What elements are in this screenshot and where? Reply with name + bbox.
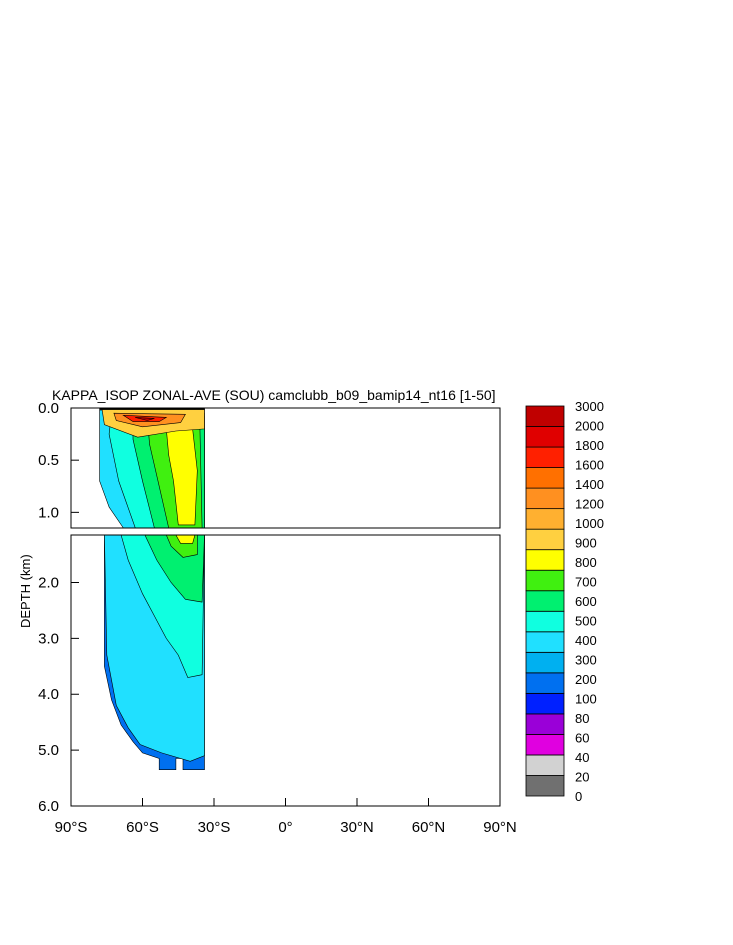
colorbar-swatch <box>525 467 565 489</box>
colorbar-label: 1400 <box>575 477 604 492</box>
colorbar-swatch <box>525 631 565 653</box>
x-tick-label: 30°N <box>340 819 374 836</box>
colorbar-swatch <box>525 651 565 674</box>
colorbar-swatch <box>525 487 565 510</box>
colorbar: 0 20 40 60 80 100 200 300 400 500 600 700 800 900 1000… <box>525 399 604 804</box>
y-tick-label: 4.0 <box>38 686 59 703</box>
lower-panel-field <box>104 535 205 771</box>
colorbar-label: 900 <box>575 536 597 551</box>
colorbar-label: 0 <box>575 789 582 804</box>
colorbar-swatch <box>525 569 565 592</box>
y-tick-label: 1.0 <box>38 504 59 521</box>
x-tick-label: 90°S <box>55 819 88 836</box>
y-tick-label: 0.0 <box>38 400 59 417</box>
y-tick-label: 6.0 <box>38 798 59 815</box>
contour-band-700-upper <box>165 428 198 526</box>
colorbar-swatch <box>525 775 565 797</box>
x-tick-label: 0° <box>278 819 292 836</box>
colorbar-swatch <box>525 713 565 735</box>
colorbar-swatch <box>525 754 565 776</box>
colorbar-label: 700 <box>575 575 597 590</box>
colorbar-swatch <box>525 508 565 530</box>
contour-band-700-lower <box>175 535 196 544</box>
colorbar-swatch <box>525 734 565 756</box>
y-tick-label: 3.0 <box>38 630 59 647</box>
colorbar-swatch <box>525 672 565 694</box>
y-tick-label: 0.5 <box>38 452 59 469</box>
upper-panel-frame <box>70 407 501 529</box>
x-tick-label: 60°N <box>412 819 446 836</box>
colorbar-label: 60 <box>575 731 589 746</box>
colorbar-swatch <box>525 692 565 715</box>
colorbar-label: 800 <box>575 555 597 570</box>
colorbar-swatch <box>525 405 565 427</box>
colorbar-label: 80 <box>575 711 589 726</box>
colorbar-label: 1200 <box>575 497 604 512</box>
colorbar-label: 500 <box>575 614 597 629</box>
colorbar-swatch <box>525 446 565 468</box>
colorbar-label: 40 <box>575 750 589 765</box>
chart-title: KAPPA_ISOP ZONAL-AVE (SOU) camclubb_b09_… <box>52 387 496 403</box>
y-tick-label: 5.0 <box>38 742 59 759</box>
colorbar-swatch <box>525 610 565 633</box>
colorbar-label: 100 <box>575 692 597 707</box>
x-tick-label: 90°N <box>483 819 517 836</box>
colorbar-label: 600 <box>575 594 597 609</box>
upper-panel-field <box>99 408 205 528</box>
colorbar-label: 1600 <box>575 458 604 473</box>
colorbar-label: 1000 <box>575 516 604 531</box>
colorbar-swatch <box>525 549 565 571</box>
colorbar-label: 20 <box>575 770 589 785</box>
colorbar-label: 400 <box>575 633 597 648</box>
colorbar-label: 300 <box>575 653 597 668</box>
colorbar-swatch <box>525 590 565 612</box>
y-tick-label: 2.0 <box>38 574 59 591</box>
x-tick-label: 60°S <box>126 819 159 836</box>
colorbar-label: 3000 <box>575 399 604 414</box>
colorbar-swatch <box>525 426 565 448</box>
colorbar-label: 1800 <box>575 438 604 453</box>
colorbar-swatch <box>525 528 565 551</box>
colorbar-label: 200 <box>575 672 597 687</box>
colorbar-label: 2000 <box>575 419 604 434</box>
contour-band-1800-upper <box>135 417 155 421</box>
axes: 90°S 60°S 30°S 0° 30°N 60°N 90°N 0.0 0.5 1.0 2.0 3.… <box>38 400 517 836</box>
x-tick-label: 30°S <box>198 819 231 836</box>
